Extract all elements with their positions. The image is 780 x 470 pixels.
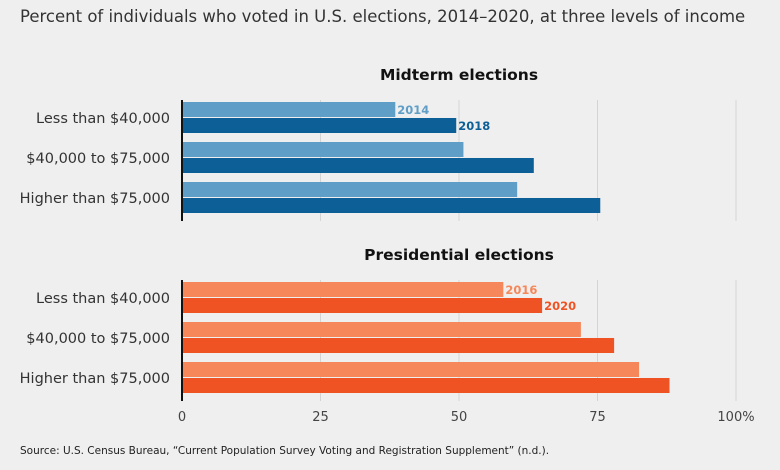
midterm-category-label-3: Higher than $75,000 — [20, 191, 170, 207]
x-tick-label-25: 25 — [312, 410, 329, 425]
midterm-bar-2018-2 — [182, 158, 534, 173]
midterm-category-label-2: $40,000 to $75,000 — [26, 151, 170, 167]
presidential-series-label-2020: 2020 — [544, 299, 576, 313]
x-tick-label-50: 50 — [451, 410, 468, 425]
midterm-bar-2018-3 — [182, 198, 601, 213]
midterm-panel-title: Midterm elections — [380, 66, 538, 84]
x-tick-label-100: 100% — [717, 410, 754, 425]
presidential-bar-2020-3 — [182, 378, 670, 393]
midterm-bar-2014-2 — [182, 142, 464, 157]
midterm-bar-2014-1 — [182, 102, 396, 117]
x-tick-label-0: 0 — [178, 410, 186, 425]
midterm-series-label-2018: 2018 — [458, 119, 490, 133]
presidential-panel-title: Presidential elections — [364, 246, 554, 264]
presidential-bar-2016-1 — [182, 282, 504, 297]
midterm-category-label-1: Less than $40,000 — [36, 111, 170, 127]
presidential-series-label-2016: 2016 — [505, 283, 537, 297]
presidential-category-label-2: $40,000 to $75,000 — [26, 331, 170, 347]
midterm-bar-2018-1 — [182, 118, 457, 133]
presidential-bar-2020-1 — [182, 298, 543, 313]
presidential-bar-2016-2 — [182, 322, 581, 337]
presidential-bar-2016-3 — [182, 362, 640, 377]
x-tick-label-75: 75 — [589, 410, 606, 425]
source-note: Source: U.S. Census Bureau, “Current Pop… — [20, 445, 550, 457]
presidential-category-label-1: Less than $40,000 — [36, 291, 170, 307]
midterm-bar-2014-3 — [182, 182, 518, 197]
presidential-category-label-3: Higher than $75,000 — [20, 371, 170, 387]
chart-subtitle: Percent of individuals who voted in U.S.… — [20, 7, 746, 26]
midterm-series-label-2014: 2014 — [397, 103, 429, 117]
presidential-bar-2020-2 — [182, 338, 615, 353]
